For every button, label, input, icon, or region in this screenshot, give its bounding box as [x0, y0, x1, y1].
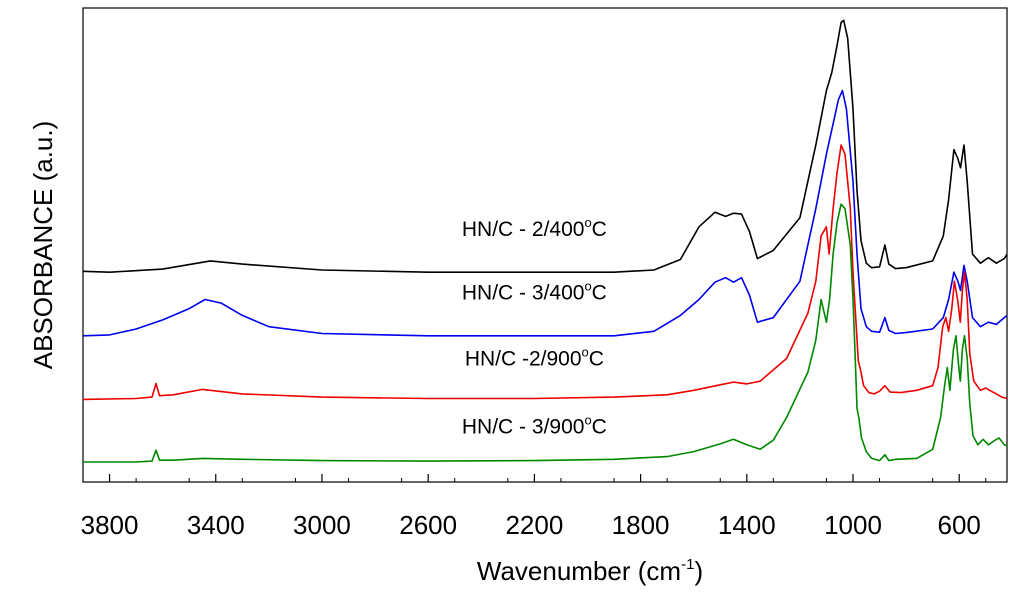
x-tick-label-3800: 3800 — [81, 510, 139, 540]
x-tick-label-2600: 2600 — [399, 510, 457, 540]
plot-frame — [82, 7, 1008, 483]
series-line-1 — [82, 19, 1008, 274]
series-labels: HN/C - 2/400oC HN/C - 3/400oC HN/C -2/900o… — [462, 215, 607, 438]
x-tick-label-2200: 2200 — [505, 510, 563, 540]
x-axis-title: Wavenumber (cm-1) — [477, 556, 703, 586]
series-layer — [82, 19, 1008, 463]
x-axis-ticks — [82, 474, 987, 482]
x-tick-label-1400: 1400 — [718, 510, 776, 540]
series-line-3 — [82, 144, 1008, 401]
x-tick-label-600: 600 — [938, 510, 981, 540]
series-label-2: HN/C - 3/400oC — [462, 278, 607, 304]
series-label-4: HN/C - 3/900oC — [462, 412, 607, 438]
x-tick-label-3000: 3000 — [293, 510, 351, 540]
series-label-3: HN/C -2/900oC — [465, 344, 604, 370]
x-tick-label-1000: 1000 — [824, 510, 882, 540]
x-tick-label-1800: 1800 — [612, 510, 670, 540]
y-axis-title: ABSORBANCE (a.u.) — [28, 121, 58, 370]
x-axis-tick-labels: 3800 3400 3000 2600 2200 1800 1400 1000 600 — [81, 510, 981, 540]
series-line-2 — [82, 89, 1008, 337]
series-line-4 — [83, 203, 1008, 463]
series-label-1: HN/C - 2/400oC — [462, 215, 607, 241]
x-tick-label-3400: 3400 — [187, 510, 245, 540]
